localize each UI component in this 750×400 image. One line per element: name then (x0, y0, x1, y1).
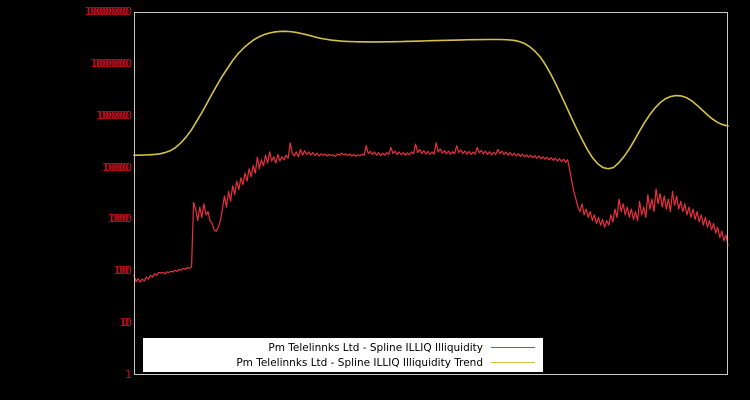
y-axis-tick-label: 100000000000000 (84, 5, 133, 18)
legend-swatch-trend-icon (491, 362, 535, 363)
legend-item-trend: Pm Telelinnks Ltd - Spline ILLIQ Illiqui… (143, 355, 543, 370)
y-axis-tick-label: 10000 (113, 264, 132, 278)
y-axis-tick-label: 100 (119, 316, 132, 330)
plot-area-frame (134, 12, 728, 375)
y-axis-tick-label: 100000000 (101, 160, 132, 174)
legend-swatch-series-icon (491, 347, 535, 348)
y-axis-tick-label: 10000000000 (96, 108, 132, 122)
y-axis-tick-label: 1 (125, 368, 132, 381)
legend-label-trend: Pm Telelinnks Ltd - Spline ILLIQ Illiqui… (236, 356, 483, 369)
series-line-trend (133, 30, 729, 170)
y-axis-tick-label: 1000000000000 (90, 56, 132, 70)
legend-label-series: Pm Telelinnks Ltd - Spline ILLIQ Illiqui… (268, 341, 483, 354)
chart-legend: Pm Telelinnks Ltd - Spline ILLIQ Illiqui… (143, 338, 543, 372)
series-line-illiquidity (133, 142, 729, 283)
y-axis-tick-label: 1000000 (107, 212, 132, 226)
legend-item-series: Pm Telelinnks Ltd - Spline ILLIQ Illiqui… (143, 340, 543, 355)
